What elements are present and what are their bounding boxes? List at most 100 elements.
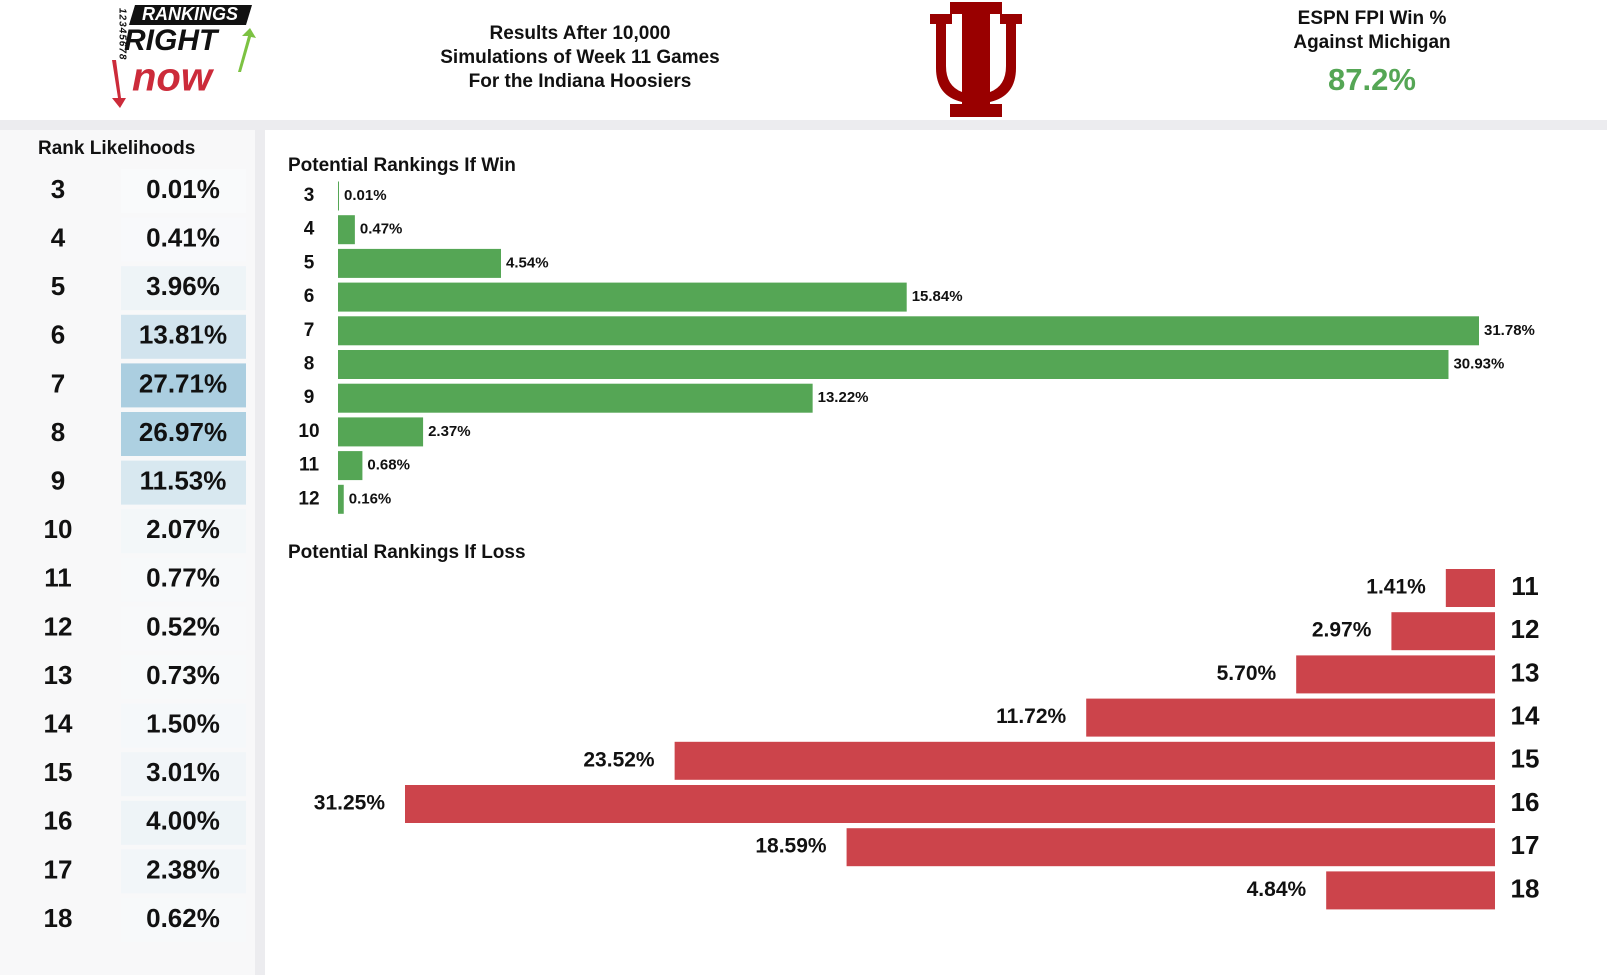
rank-likelihood: 0.77% [146, 563, 220, 593]
rank-label: 16 [44, 806, 73, 836]
bar [338, 383, 813, 413]
rank-label: 10 [44, 514, 73, 544]
rank-label: 17 [44, 854, 73, 884]
rank-table: 3 0.01% 4 0.41% 5 3.96% 6 13.81% 7 27.71% 8 26.97% 9… [44, 169, 246, 942]
bar [1326, 871, 1495, 910]
category-label: 11 [299, 455, 320, 476]
rank-label: 3 [51, 174, 65, 204]
table-cell [121, 557, 246, 602]
table-cell [121, 800, 246, 845]
rank-likelihood: 2.38% [146, 854, 220, 884]
logo-middle: RIGHT [124, 24, 220, 57]
rank-likelihood: 4.00% [146, 806, 220, 836]
subtitle-line: For the Indiana Hoosiers [469, 71, 692, 92]
rank-likelihood: 3.96% [146, 271, 220, 301]
rank-likelihood: 2.07% [146, 514, 220, 544]
value-label: 11.72% [996, 705, 1066, 728]
rank-likelihood: 1.50% [146, 708, 220, 738]
rank-likelihood: 3.01% [146, 757, 220, 787]
rank-label: 15 [44, 757, 73, 787]
table-cell [121, 169, 246, 213]
category-label: 8 [304, 354, 315, 375]
category-label: 16 [1511, 787, 1540, 817]
category-label: 11 [1511, 571, 1539, 601]
bar [1391, 612, 1495, 651]
logo-banner [129, 5, 252, 25]
value-label: 0.47% [360, 221, 403, 238]
table-cell [121, 509, 246, 554]
bar [338, 215, 355, 245]
value-label: 1.41% [1366, 576, 1426, 599]
rank-label: 11 [44, 563, 72, 593]
bar [405, 785, 1495, 823]
logo: RANKINGS RIGHT now 12345678 [112, 4, 256, 108]
category-label: 17 [1511, 830, 1540, 860]
rank-label: 4 [51, 222, 66, 252]
fpi-label: Against Michigan [1293, 32, 1450, 53]
rank-likelihood: 0.62% [146, 903, 220, 933]
table-cell [121, 849, 246, 894]
logo-bottom: now [132, 56, 215, 100]
value-label: 23.52% [583, 748, 655, 771]
value-label: 5.70% [1217, 662, 1277, 685]
category-label: 5 [304, 252, 315, 273]
subtitle-line: Simulations of Week 11 Games [440, 47, 719, 68]
table-cell [121, 412, 246, 456]
fpi-value: 87.2% [1328, 62, 1416, 97]
category-label: 14 [1511, 700, 1540, 730]
category-label: 18 [1511, 873, 1540, 903]
category-label: 12 [298, 488, 319, 509]
bar [1086, 698, 1495, 737]
bar [338, 484, 344, 514]
panel-divider [255, 130, 265, 975]
rank-label: 8 [51, 417, 65, 447]
category-label: 13 [1511, 657, 1540, 687]
value-label: 15.84% [912, 288, 963, 305]
table-cell [121, 752, 246, 797]
subtitle-line: Results After 10,000 [490, 23, 671, 44]
value-label: 18.59% [755, 835, 827, 858]
table-cell [121, 460, 246, 505]
category-label: 9 [304, 387, 315, 408]
category-label: 12 [1511, 614, 1540, 644]
rank-likelihood: 0.52% [146, 611, 220, 641]
category-label: 4 [304, 219, 315, 240]
rank-likelihood: 27.71% [139, 368, 227, 398]
table-cell [121, 363, 246, 408]
value-label: 0.16% [349, 490, 392, 507]
value-label: 30.93% [1453, 355, 1504, 372]
bar [338, 181, 339, 211]
bar [338, 451, 363, 481]
value-label: 2.37% [428, 423, 471, 440]
rank-label: 18 [44, 903, 73, 933]
table-cell [121, 606, 246, 651]
value-label: 2.97% [1312, 619, 1372, 642]
iu-logo [930, 2, 1022, 117]
bar [338, 417, 424, 447]
fpi-label: ESPN FPI Win % [1298, 8, 1447, 29]
table-cell [121, 898, 246, 942]
rank-label: 5 [51, 271, 65, 301]
value-label: 0.01% [344, 187, 387, 204]
bar [674, 741, 1495, 780]
table-cell [121, 655, 246, 699]
logo-arrow-up [238, 28, 256, 72]
rank-label: 6 [51, 320, 65, 350]
category-label: 7 [304, 320, 315, 341]
table-title: Rank Likelihoods [38, 138, 195, 159]
bar [338, 350, 1449, 379]
table-cell [121, 314, 246, 359]
chart-title: Potential Rankings If Win [288, 155, 516, 176]
category-label: 15 [1511, 744, 1540, 774]
chart-title: Potential Rankings If Loss [288, 542, 526, 563]
category-label: 10 [298, 421, 319, 442]
rank-likelihood: 0.73% [146, 660, 220, 690]
bar [1296, 655, 1495, 694]
bar [338, 316, 1479, 346]
rank-label: 13 [44, 660, 73, 690]
rank-label: 7 [51, 368, 65, 398]
rank-likelihood: 0.41% [146, 222, 220, 252]
rank-likelihood: 26.97% [139, 417, 227, 447]
rank-label: 12 [44, 611, 73, 641]
rank-label: 14 [44, 708, 73, 738]
